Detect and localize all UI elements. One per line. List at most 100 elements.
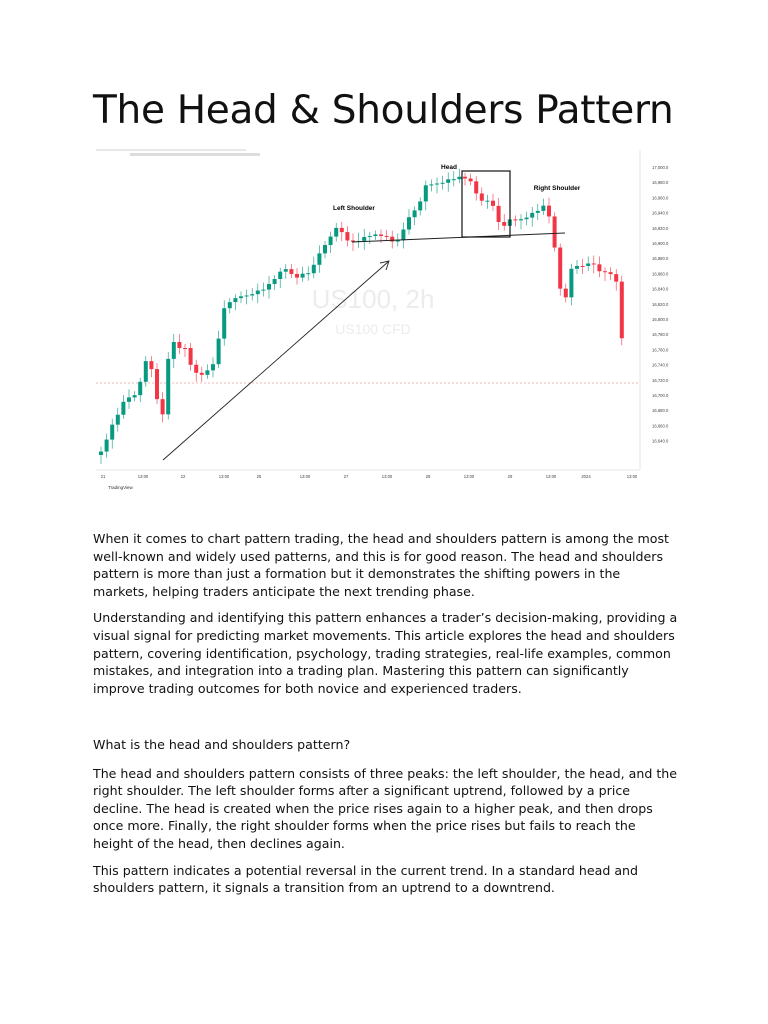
time-label: 13:00 — [627, 474, 638, 479]
candle — [547, 205, 551, 217]
candle — [99, 451, 103, 455]
candle — [541, 205, 546, 211]
price-label: 16,820.0 — [652, 302, 669, 307]
candle — [608, 272, 613, 275]
candle — [110, 424, 115, 440]
price-label: 17,000.0 — [652, 165, 669, 170]
section: What is the head and shoulders pattern? … — [93, 736, 679, 906]
candle — [496, 205, 501, 222]
candle — [127, 397, 131, 402]
price-label: 16,880.0 — [652, 256, 669, 261]
candle — [183, 348, 187, 349]
section-heading: What is the head and shoulders pattern? — [93, 737, 351, 752]
head-box — [461, 170, 511, 238]
candle — [435, 183, 439, 185]
candle — [597, 264, 602, 272]
candle — [502, 221, 507, 226]
time-label: 2024 — [581, 474, 591, 479]
candle — [149, 361, 154, 370]
candle — [614, 274, 619, 282]
candle — [603, 271, 607, 273]
price-label: 16,940.0 — [652, 211, 669, 216]
candle — [306, 273, 311, 275]
candle — [485, 200, 490, 202]
candle — [250, 294, 255, 296]
candle — [216, 338, 221, 365]
image-bg — [93, 145, 673, 491]
time-label: 13:00 — [464, 474, 475, 479]
candle — [591, 263, 596, 265]
neckline — [351, 232, 566, 243]
time-label: 29 — [508, 474, 513, 479]
candle — [586, 263, 591, 266]
candle — [513, 219, 518, 221]
price-label: 16,780.0 — [652, 332, 669, 337]
price-label: 16,800.0 — [652, 317, 669, 322]
candle — [143, 361, 148, 382]
candle — [283, 269, 288, 272]
candle — [328, 236, 333, 245]
candle — [160, 399, 165, 415]
arrow-head — [379, 260, 390, 271]
candle — [334, 227, 339, 237]
candle — [530, 212, 535, 218]
logo: TradingView — [108, 485, 134, 490]
time-label: 25 — [257, 474, 262, 479]
candle — [558, 247, 563, 289]
candle — [222, 308, 227, 339]
candle — [351, 240, 355, 242]
candle — [519, 219, 523, 221]
candle — [233, 298, 238, 303]
candle — [104, 439, 109, 452]
candle — [199, 372, 204, 375]
candle — [390, 236, 395, 242]
price-label: 16,740.0 — [652, 363, 669, 368]
candle — [552, 216, 557, 248]
candles — [99, 168, 624, 464]
header-line — [96, 149, 246, 151]
title: The Head & Shoulders Pattern — [93, 88, 674, 133]
price-label: 16,960.0 — [652, 195, 669, 200]
candle — [362, 236, 367, 241]
price-label: 16,860.0 — [652, 271, 669, 276]
candle — [407, 217, 411, 230]
candle — [429, 184, 434, 186]
candle — [155, 369, 159, 400]
candle — [563, 288, 568, 298]
candle — [575, 266, 579, 269]
candle — [132, 395, 137, 398]
candle — [115, 414, 120, 425]
time-label: 21 — [101, 474, 106, 479]
candle — [446, 179, 451, 183]
candle — [491, 200, 495, 206]
candle — [345, 232, 350, 241]
candle — [373, 234, 378, 237]
candle — [367, 236, 372, 238]
candle — [239, 296, 243, 299]
price-label: 16,640.0 — [652, 439, 669, 444]
candle — [188, 348, 193, 365]
candle — [289, 269, 294, 274]
candle — [451, 179, 456, 181]
price-label: 16,660.0 — [652, 423, 669, 428]
paragraph: This pattern indicates a potential rever… — [93, 862, 639, 896]
candle — [166, 358, 171, 415]
candle — [323, 245, 327, 254]
watermark-sub: US100 CFD — [335, 321, 410, 337]
candle — [474, 181, 479, 194]
paragraph: When it comes to chart pattern trading, … — [93, 531, 669, 599]
candle — [569, 268, 574, 298]
candle — [272, 279, 277, 284]
candle — [401, 229, 406, 241]
price-label: 16,900.0 — [652, 241, 669, 246]
intro: When it comes to chart pattern trading, … — [93, 530, 679, 706]
price-label: 16,840.0 — [652, 287, 669, 292]
price-label: 16,680.0 — [652, 408, 669, 413]
candle — [317, 253, 322, 265]
candle — [395, 240, 400, 242]
candle — [384, 235, 389, 237]
candle — [194, 364, 199, 373]
candle — [524, 217, 529, 220]
annotation: Right Shoulder — [534, 185, 581, 192]
